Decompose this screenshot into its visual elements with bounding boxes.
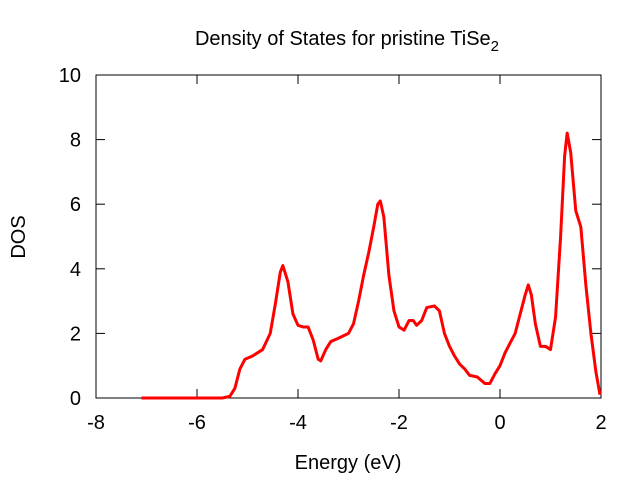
chart-title: Density of States for pristine TiSe2	[195, 28, 499, 55]
x-tick-label: 2	[595, 412, 606, 434]
y-tick-label: 8	[70, 130, 81, 152]
plot-frame	[95, 74, 602, 399]
y-tick-label: 4	[70, 259, 81, 281]
x-tick-label: -2	[390, 412, 408, 434]
x-axis-label: Energy (eV)	[295, 452, 402, 474]
dos-line	[141, 131, 602, 400]
x-tick-label: -4	[289, 412, 307, 434]
x-tick-label: -8	[87, 412, 105, 434]
y-tick-label: 0	[70, 388, 81, 410]
x-tick-label: -6	[188, 412, 206, 434]
y-tick-label: 2	[70, 323, 81, 345]
y-axis-label: DOS	[8, 215, 30, 258]
chart-title-text: Density of States for pristine TiSe	[195, 28, 491, 50]
y-tick-label: 10	[59, 65, 81, 87]
chart-title-subscript: 2	[491, 38, 499, 55]
x-tick-label: 0	[494, 412, 505, 434]
y-tick-label: 6	[70, 194, 81, 216]
